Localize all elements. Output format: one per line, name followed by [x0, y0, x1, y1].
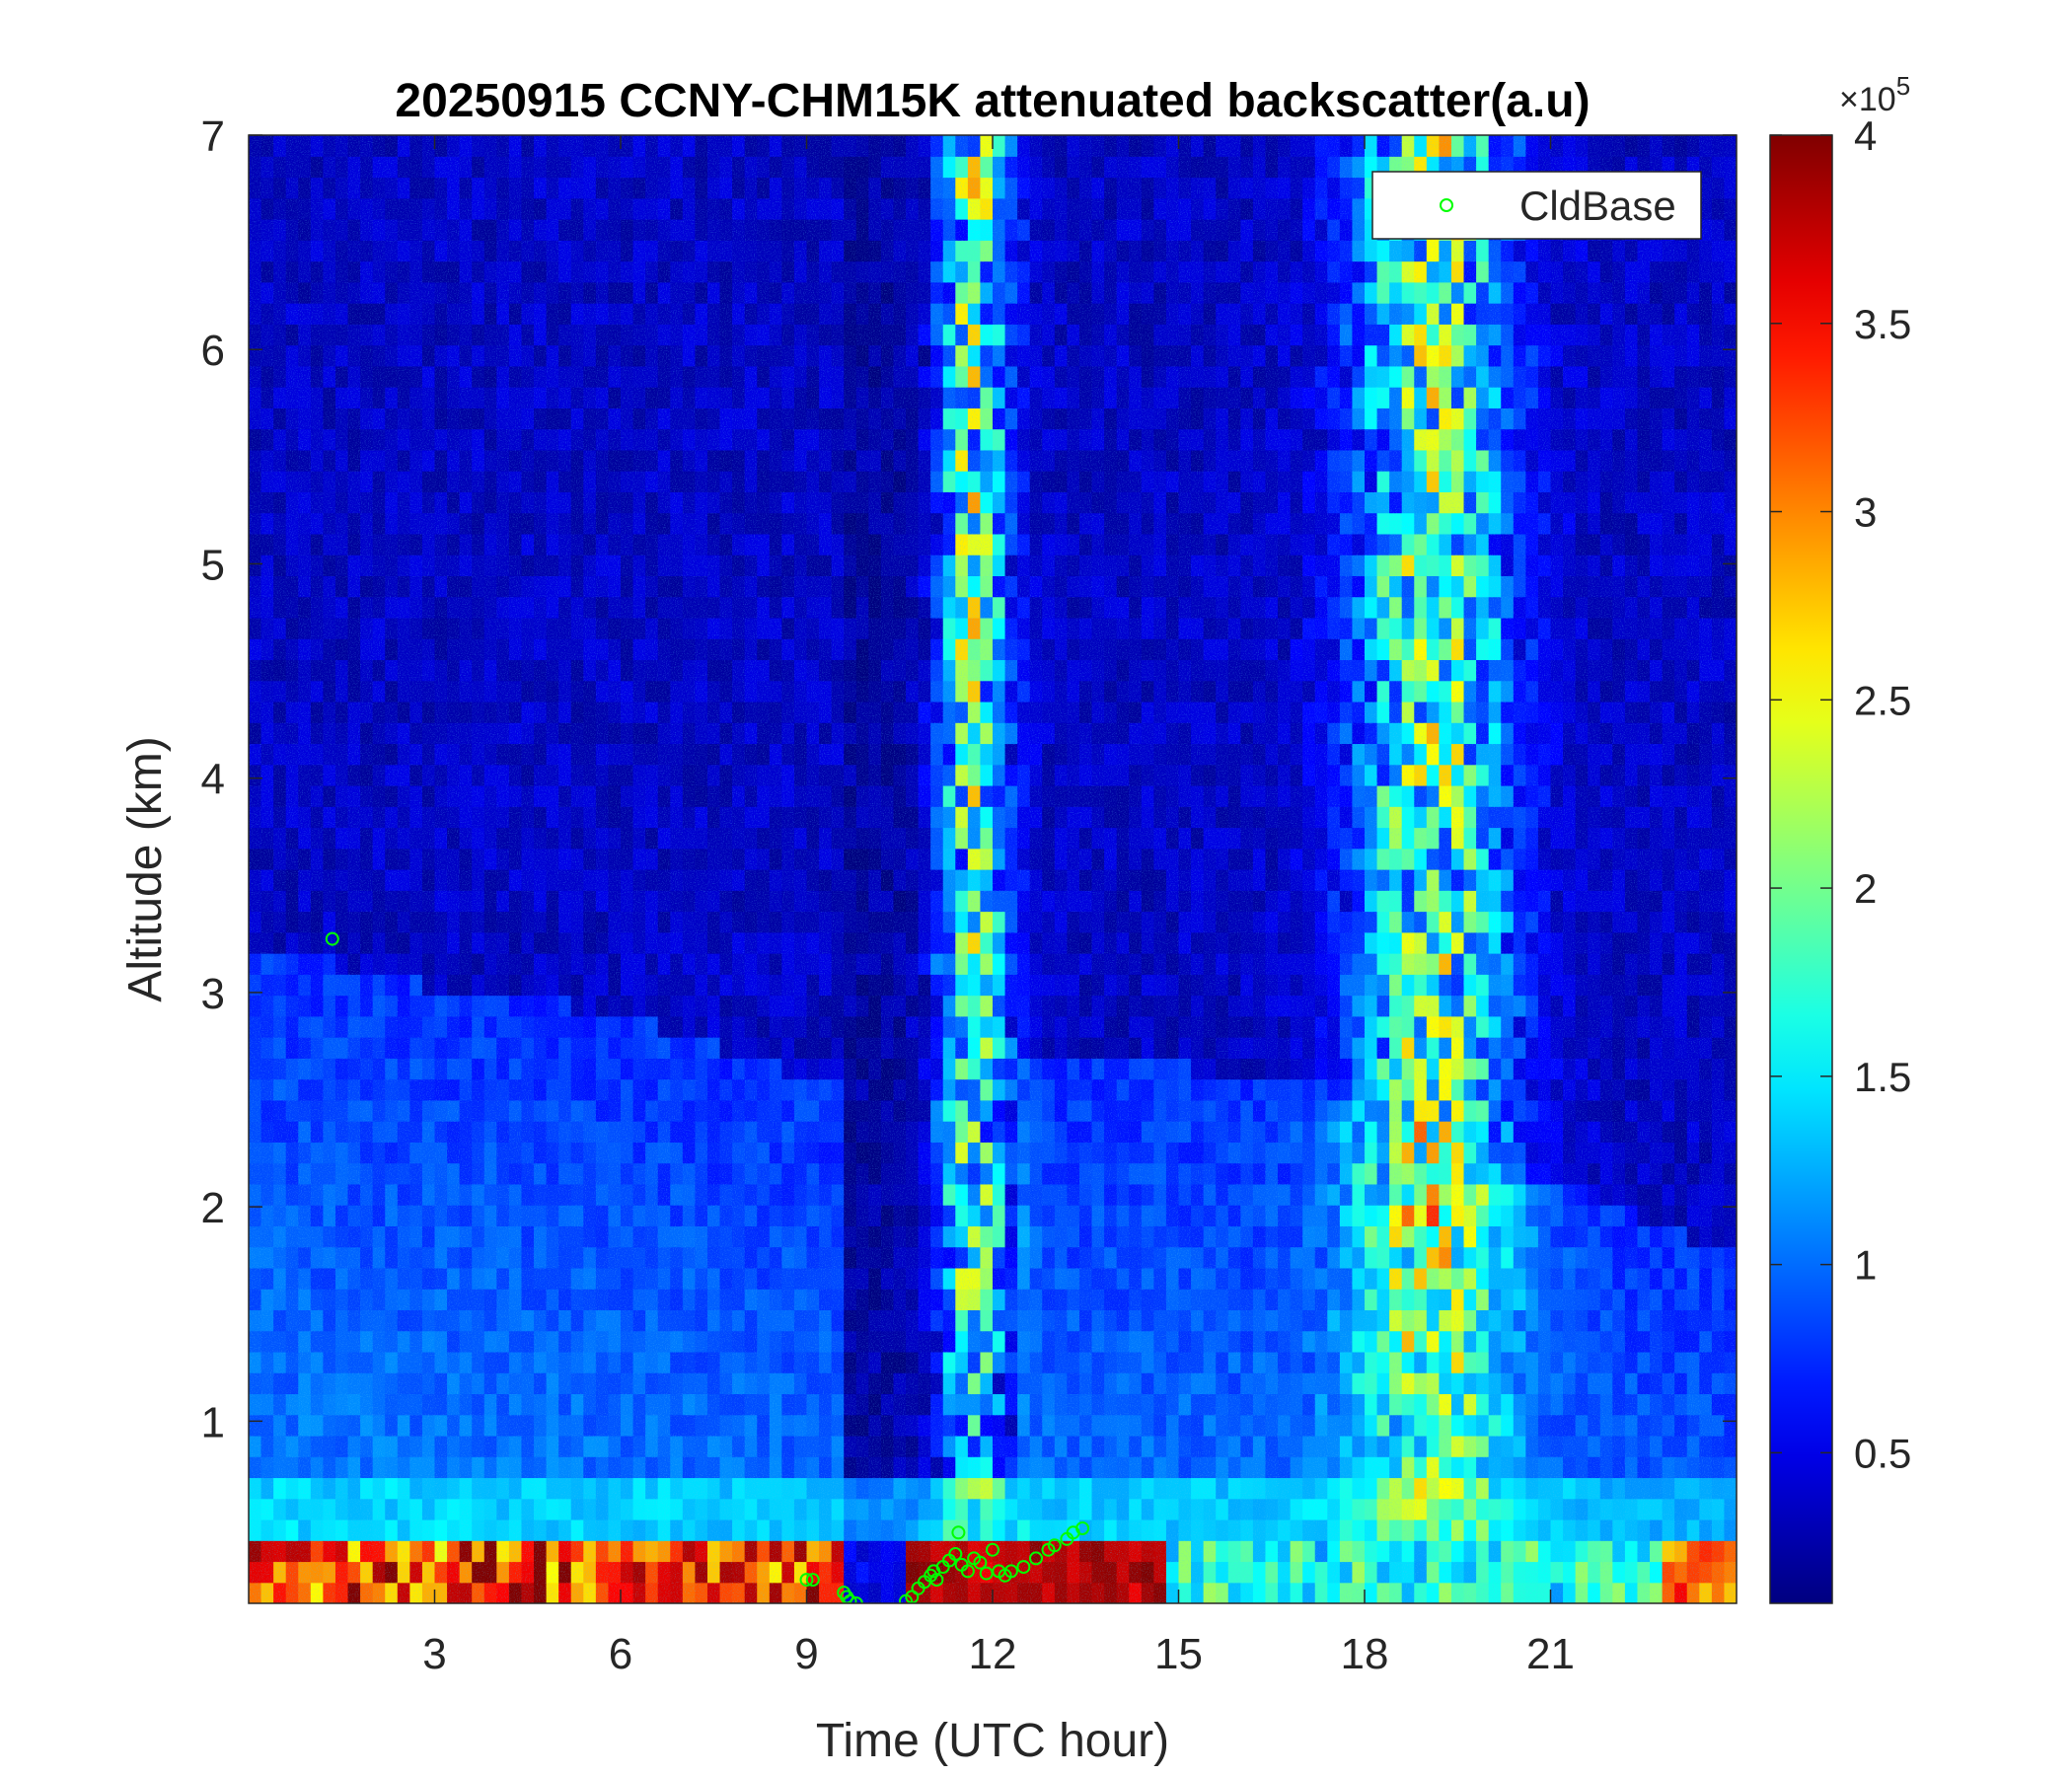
chart-title: 20250915 CCNY-CHM15K attenuated backscat…	[395, 75, 1590, 127]
